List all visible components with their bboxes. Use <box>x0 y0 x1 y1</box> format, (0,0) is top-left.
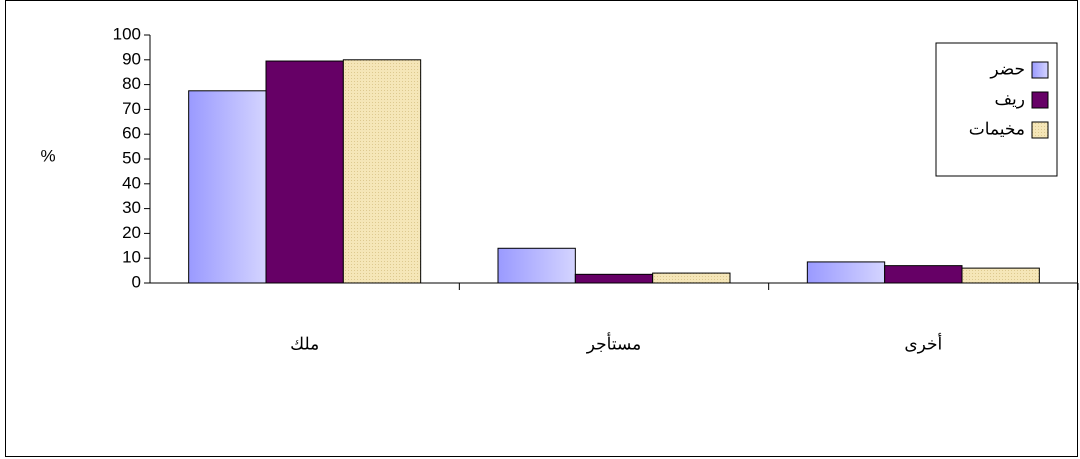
y-tick-label: 100 <box>113 24 141 43</box>
bar <box>497 247 576 284</box>
y-tick-label: 70 <box>122 99 141 118</box>
chart-frame <box>5 0 1078 457</box>
bar <box>188 90 267 284</box>
bar <box>265 60 344 284</box>
y-tick-label: 20 <box>122 223 141 242</box>
legend-swatch <box>1031 121 1049 139</box>
y-tick-label: 30 <box>122 198 141 217</box>
legend-swatch <box>1031 91 1049 109</box>
legend-label: مخيمات <box>969 119 1025 138</box>
y-axis-label: % <box>40 146 55 165</box>
y-tick-label: 10 <box>122 248 141 267</box>
bar <box>652 272 731 284</box>
bar <box>342 59 422 284</box>
x-category-label: ملك <box>290 334 319 353</box>
x-category-label: أخرى <box>904 332 942 354</box>
x-category-label: مستأجر <box>586 331 641 354</box>
legend-label: ريف <box>994 89 1025 109</box>
bar <box>574 273 654 284</box>
legend-label: حضر <box>989 59 1025 79</box>
y-tick-label: 0 <box>132 272 141 291</box>
y-tick-label: 80 <box>122 74 141 93</box>
y-tick-label: 50 <box>122 148 141 167</box>
legend-swatch <box>1031 61 1049 79</box>
y-tick-label: 40 <box>122 173 141 192</box>
bar <box>884 265 963 284</box>
y-tick-label: 60 <box>122 124 141 143</box>
bar <box>961 267 1040 284</box>
bar <box>806 261 886 284</box>
y-tick-label: 90 <box>122 49 141 68</box>
